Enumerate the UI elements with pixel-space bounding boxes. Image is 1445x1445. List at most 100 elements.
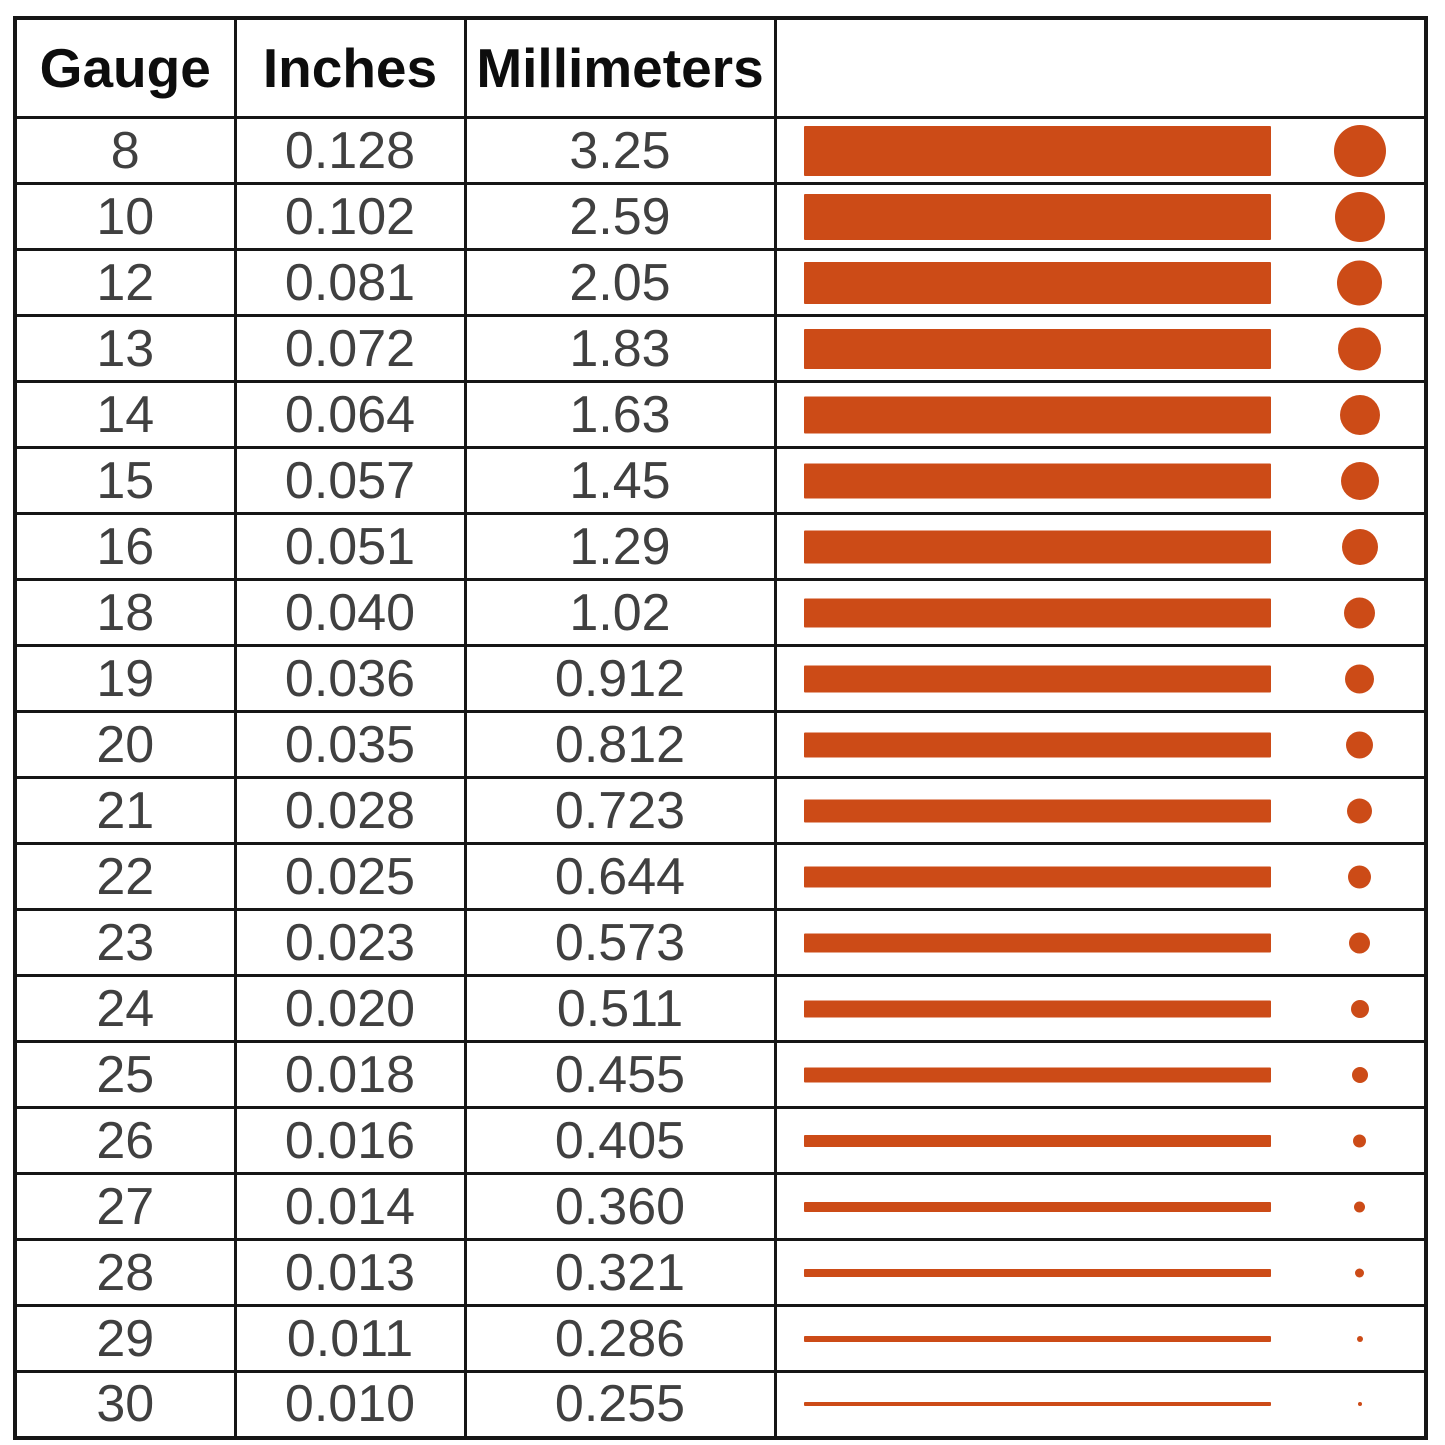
wire-visual-cell (773, 1106, 1428, 1175)
gauge-cell: 29 (13, 1304, 237, 1373)
mm-cell: 0.573 (463, 908, 777, 977)
table-row: 23 0.023 0.573 (13, 908, 1428, 977)
wire-diameter-dot (1356, 1335, 1363, 1342)
mm-cell: 1.45 (463, 446, 777, 515)
table-row: 29 0.011 0.286 (13, 1304, 1428, 1373)
wire-visual-cell (773, 182, 1428, 251)
column-header-inches: Inches (233, 16, 467, 119)
table-row: 27 0.014 0.360 (13, 1172, 1428, 1241)
wire-diameter-dot (1345, 664, 1374, 693)
gauge-cell: 30 (13, 1370, 237, 1439)
table-row: 15 0.057 1.45 (13, 446, 1428, 515)
gauge-cell: 22 (13, 842, 237, 911)
wire-visual-cell (773, 116, 1428, 185)
column-header-visual (773, 16, 1428, 119)
wire-diameter-dot (1338, 327, 1381, 370)
inches-cell: 0.040 (233, 578, 467, 647)
mm-cell: 2.59 (463, 182, 777, 251)
wire-diameter-dot (1355, 1268, 1364, 1277)
table-row: 19 0.036 0.912 (13, 644, 1428, 713)
wire-visual-cell (773, 578, 1428, 647)
gauge-cell: 12 (13, 248, 237, 317)
inches-cell: 0.020 (233, 974, 467, 1043)
gauge-conversion-chart: Gauge Inches Millimeters 8 0.128 3.25 10… (13, 16, 1428, 1440)
inches-cell: 0.018 (233, 1040, 467, 1109)
wire-diameter-dot (1357, 1402, 1362, 1407)
inches-cell: 0.011 (233, 1304, 467, 1373)
wire-diameter-dot (1344, 597, 1375, 628)
table-row: 14 0.064 1.63 (13, 380, 1428, 449)
table-row: 16 0.051 1.29 (13, 512, 1428, 581)
wire-diameter-dot (1348, 865, 1371, 888)
wire-thickness-bar (803, 866, 1271, 887)
table-row: 26 0.016 0.405 (13, 1106, 1428, 1175)
gauge-cell: 10 (13, 182, 237, 251)
wire-diameter-dot (1350, 999, 1369, 1018)
wire-visual-cell (773, 842, 1428, 911)
wire-visual-cell (773, 1304, 1428, 1373)
wire-visual-cell (773, 710, 1428, 779)
table-row: 22 0.025 0.644 (13, 842, 1428, 911)
wire-thickness-bar (803, 125, 1271, 176)
mm-cell: 2.05 (463, 248, 777, 317)
column-header-gauge: Gauge (13, 16, 237, 119)
mm-cell: 0.812 (463, 710, 777, 779)
wire-thickness-bar (803, 193, 1271, 240)
inches-cell: 0.057 (233, 446, 467, 515)
wire-diameter-dot (1351, 1066, 1368, 1083)
wire-diameter-dot (1349, 932, 1370, 953)
mm-cell: 0.455 (463, 1040, 777, 1109)
gauge-cell: 19 (13, 644, 237, 713)
inches-cell: 0.023 (233, 908, 467, 977)
mm-cell: 1.63 (463, 380, 777, 449)
table-row: 8 0.128 3.25 (13, 116, 1428, 185)
wire-visual-cell (773, 512, 1428, 581)
wire-diameter-dot (1341, 528, 1378, 565)
wire-visual-cell (773, 1238, 1428, 1307)
inches-cell: 0.051 (233, 512, 467, 581)
mm-cell: 0.286 (463, 1304, 777, 1373)
gauge-cell: 28 (13, 1238, 237, 1307)
mm-cell: 0.511 (463, 974, 777, 1043)
gauge-cell: 14 (13, 380, 237, 449)
mm-cell: 0.255 (463, 1370, 777, 1439)
table-row: 20 0.035 0.812 (13, 710, 1428, 779)
wire-diameter-dot (1340, 461, 1379, 500)
gauge-cell: 18 (13, 578, 237, 647)
gauge-cell: 15 (13, 446, 237, 515)
gauge-cell: 25 (13, 1040, 237, 1109)
table-row: 28 0.013 0.321 (13, 1238, 1428, 1307)
inches-cell: 0.081 (233, 248, 467, 317)
inches-cell: 0.016 (233, 1106, 467, 1175)
gauge-cell: 16 (13, 512, 237, 581)
mm-cell: 3.25 (463, 116, 777, 185)
wire-thickness-bar (803, 1402, 1271, 1407)
wire-diameter-dot (1333, 124, 1386, 177)
inches-cell: 0.102 (233, 182, 467, 251)
wire-thickness-bar (803, 1335, 1271, 1342)
table-row: 13 0.072 1.83 (13, 314, 1428, 383)
wire-diameter-dot (1354, 1201, 1365, 1212)
wire-diameter-dot (1347, 798, 1372, 823)
wire-thickness-bar (803, 598, 1271, 627)
wire-thickness-bar (803, 328, 1271, 369)
wire-thickness-bar (803, 799, 1271, 822)
wire-thickness-bar (803, 1201, 1271, 1212)
mm-cell: 0.723 (463, 776, 777, 845)
table-row: 18 0.040 1.02 (13, 578, 1428, 647)
column-header-millimeters: Millimeters (463, 16, 777, 119)
wire-diameter-dot (1346, 731, 1373, 758)
wire-visual-cell (773, 1172, 1428, 1241)
wire-visual-cell (773, 1040, 1428, 1109)
mm-cell: 0.321 (463, 1238, 777, 1307)
table-row: 10 0.102 2.59 (13, 182, 1428, 251)
wire-thickness-bar (803, 665, 1271, 692)
mm-cell: 1.02 (463, 578, 777, 647)
inches-cell: 0.072 (233, 314, 467, 383)
wire-diameter-dot (1334, 191, 1385, 242)
wire-thickness-bar (803, 261, 1271, 304)
table-row: 25 0.018 0.455 (13, 1040, 1428, 1109)
wire-diameter-dot (1353, 1134, 1366, 1147)
mm-cell: 1.29 (463, 512, 777, 581)
wire-diameter-dot (1337, 260, 1382, 305)
